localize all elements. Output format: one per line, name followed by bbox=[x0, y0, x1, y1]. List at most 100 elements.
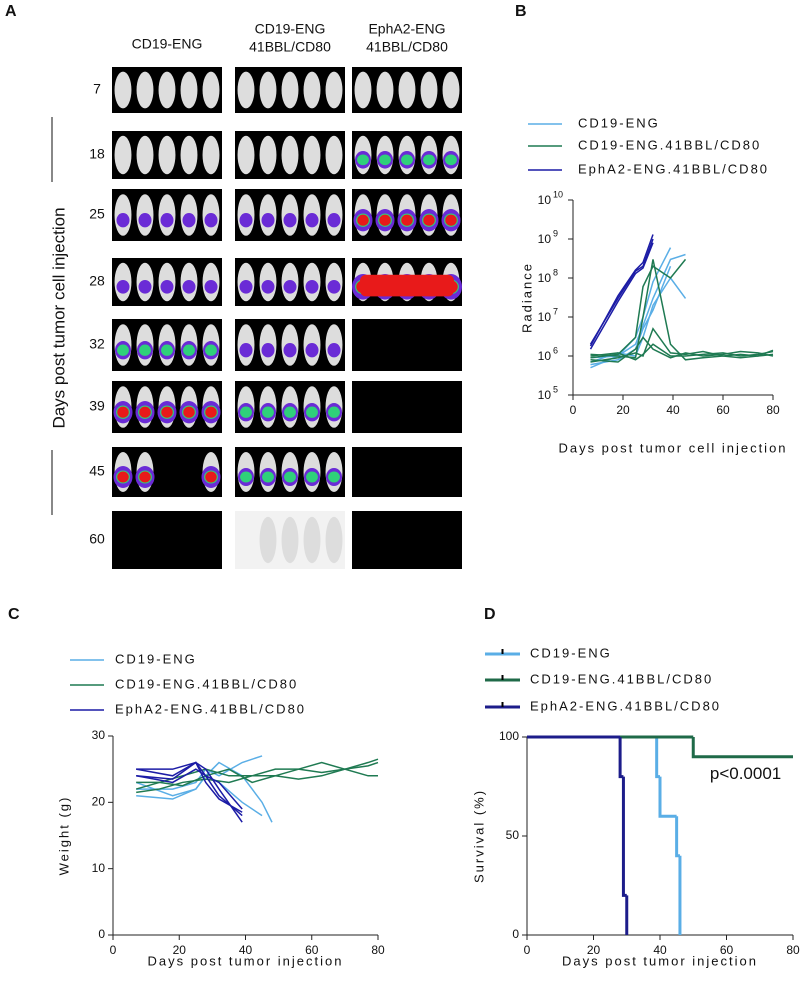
y-tick-exponent: 9 bbox=[553, 228, 558, 238]
legend-label: CD19-ENG.41BBL/CD80 bbox=[578, 137, 761, 152]
signal bbox=[423, 214, 435, 226]
survival-step bbox=[691, 737, 793, 759]
signal bbox=[283, 280, 297, 294]
mouse bbox=[354, 71, 372, 109]
signal bbox=[205, 344, 217, 356]
mouse bbox=[136, 71, 154, 109]
signal bbox=[445, 214, 457, 226]
day-label: 32 bbox=[89, 336, 105, 352]
signal bbox=[239, 343, 253, 358]
signal bbox=[283, 343, 297, 358]
signal bbox=[161, 406, 173, 418]
signal bbox=[305, 343, 319, 358]
series-line bbox=[590, 336, 774, 363]
mouse bbox=[398, 71, 416, 109]
image-tile bbox=[352, 319, 462, 371]
signal bbox=[138, 213, 152, 228]
y-tick-label: 10 bbox=[538, 271, 552, 285]
mouse bbox=[114, 71, 132, 109]
image-tile bbox=[352, 511, 462, 569]
legend-label: EphA2-ENG.41BBL/CD80 bbox=[115, 701, 306, 716]
mouse bbox=[376, 71, 394, 109]
signal bbox=[305, 213, 319, 228]
image-tile bbox=[352, 381, 462, 433]
y-tick-exponent: 7 bbox=[553, 306, 558, 316]
x-tick-label: 0 bbox=[570, 403, 577, 417]
mouse bbox=[136, 135, 154, 175]
mouse bbox=[237, 135, 255, 175]
survival-step bbox=[655, 737, 660, 779]
x-tick-label: 80 bbox=[766, 403, 780, 417]
x-tick-label: 40 bbox=[666, 403, 680, 417]
mouse bbox=[180, 135, 198, 175]
signal bbox=[204, 280, 218, 294]
image-tile bbox=[352, 447, 462, 497]
y-tick-exponent: 6 bbox=[553, 345, 558, 355]
signal bbox=[261, 280, 275, 294]
legend-label: CD19-ENG bbox=[115, 651, 197, 666]
series-line bbox=[590, 259, 774, 361]
series-line bbox=[136, 761, 243, 823]
panel-label: B bbox=[515, 3, 527, 20]
signal bbox=[240, 471, 252, 483]
signal bbox=[357, 154, 369, 166]
day-label: 7 bbox=[93, 81, 101, 97]
signal bbox=[139, 406, 151, 418]
signal bbox=[116, 280, 130, 294]
y-tick-exponent: 8 bbox=[553, 267, 558, 277]
mouse bbox=[259, 516, 277, 564]
series-line bbox=[136, 761, 243, 810]
signal bbox=[160, 280, 174, 294]
day-label: 28 bbox=[89, 273, 105, 289]
signal bbox=[116, 213, 130, 228]
y-tick-label: 10 bbox=[538, 349, 552, 363]
series-line bbox=[590, 258, 687, 359]
x-tick-label: 40 bbox=[239, 943, 253, 957]
panel-label: D bbox=[484, 606, 496, 623]
series-line bbox=[136, 761, 273, 823]
legend-label: CD19-ENG.41BBL/CD80 bbox=[530, 671, 713, 686]
signal bbox=[139, 344, 151, 356]
signal bbox=[239, 213, 253, 228]
signal bbox=[306, 406, 318, 418]
x-axis-title: Days post tumor injection bbox=[562, 953, 758, 968]
signal bbox=[139, 471, 151, 483]
y-tick-label: 0 bbox=[98, 927, 105, 941]
signal bbox=[306, 471, 318, 483]
column-header: EphA2-ENG bbox=[368, 21, 445, 37]
signal bbox=[401, 154, 413, 166]
mouse bbox=[281, 516, 299, 564]
mouse bbox=[158, 135, 176, 175]
y-tick-label: 20 bbox=[92, 795, 106, 809]
mouse bbox=[158, 71, 176, 109]
series-line bbox=[136, 761, 243, 813]
signal bbox=[379, 214, 391, 226]
signal bbox=[261, 343, 275, 358]
x-tick-label: 60 bbox=[716, 403, 730, 417]
mouse bbox=[202, 135, 220, 175]
y-axis-title: Survival (%) bbox=[471, 789, 486, 883]
signal bbox=[182, 213, 196, 228]
signal bbox=[138, 280, 152, 294]
signal bbox=[262, 471, 274, 483]
signal bbox=[360, 274, 454, 297]
survival-step bbox=[618, 737, 624, 779]
day-label: 45 bbox=[89, 463, 105, 479]
y-tick-label: 10 bbox=[538, 232, 552, 246]
signal bbox=[328, 406, 340, 418]
signal bbox=[283, 213, 297, 228]
x-tick-label: 80 bbox=[371, 943, 385, 957]
day-label: 39 bbox=[89, 398, 105, 414]
y-tick-exponent: 5 bbox=[553, 384, 558, 394]
mouse bbox=[442, 71, 460, 109]
series-line bbox=[589, 234, 654, 347]
signal bbox=[262, 406, 274, 418]
mouse bbox=[114, 135, 132, 175]
signal bbox=[240, 406, 252, 418]
panel-label: C bbox=[8, 606, 20, 623]
legend-label: EphA2-ENG.41BBL/CD80 bbox=[578, 161, 769, 176]
x-tick-label: 20 bbox=[587, 943, 601, 957]
x-tick-label: 80 bbox=[786, 943, 800, 957]
mouse bbox=[237, 71, 255, 109]
